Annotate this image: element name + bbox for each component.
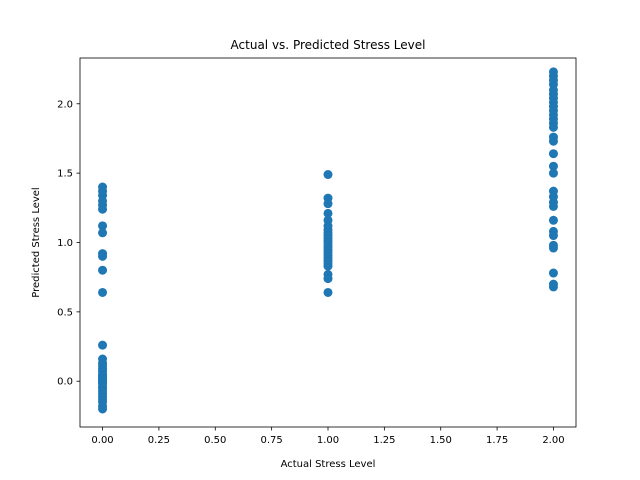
data-point-5 xyxy=(98,204,108,214)
data-point-88 xyxy=(548,282,558,292)
x-tick-label: 0.50 xyxy=(204,435,226,446)
x-tick-label: 0.75 xyxy=(261,435,283,446)
y-axis-label: Predicted Stress Level xyxy=(31,187,42,297)
x-tick-label: 1.50 xyxy=(430,435,452,446)
x-tick-label: 1.75 xyxy=(486,435,508,446)
data-point-9 xyxy=(98,251,108,261)
data-point-34 xyxy=(98,404,108,414)
data-point-74 xyxy=(548,149,558,159)
data-point-7 xyxy=(98,228,108,238)
data-point-71 xyxy=(548,122,558,132)
data-point-10 xyxy=(98,265,108,275)
data-point-12 xyxy=(98,340,108,350)
data-point-57 xyxy=(323,287,333,297)
data-point-76 xyxy=(548,168,558,178)
data-point-73 xyxy=(548,136,558,146)
x-tick-label: 0.25 xyxy=(148,435,170,446)
y-tick-label: 0.0 xyxy=(57,377,73,388)
data-point-83 xyxy=(548,231,558,241)
x-tick-label: 0.00 xyxy=(91,435,113,446)
data-point-86 xyxy=(548,268,558,278)
y-axis: 0.0 0.5 1.0 1.5 2.0 xyxy=(57,99,80,388)
y-tick-label: 1.0 xyxy=(57,238,73,249)
data-point-38 xyxy=(323,208,333,218)
data-point-80 xyxy=(548,201,558,211)
x-tick-label: 2.00 xyxy=(542,435,564,446)
data-point-6 xyxy=(98,221,108,231)
data-point-37 xyxy=(323,199,333,209)
y-tick-label: 1.5 xyxy=(57,169,73,180)
data-point-75 xyxy=(548,161,558,171)
data-point-35 xyxy=(323,170,333,180)
data-point-81 xyxy=(548,215,558,225)
y-tick-label: 2.0 xyxy=(57,99,73,110)
data-point-85 xyxy=(548,243,558,253)
data-point-56 xyxy=(323,274,333,284)
chart-title: Actual vs. Predicted Stress Level xyxy=(231,38,426,52)
data-point-54 xyxy=(323,261,333,271)
x-tick-label: 1.00 xyxy=(317,435,339,446)
x-axis: 0.00 0.25 0.50 0.75 1.00 1.25 1.50 1.75 2.00 xyxy=(91,427,565,446)
x-axis-label: Actual Stress Level xyxy=(281,459,376,470)
points-layer xyxy=(98,67,558,414)
y-tick-label: 0.5 xyxy=(57,307,73,318)
data-point-11 xyxy=(98,287,108,297)
x-tick-label: 1.25 xyxy=(373,435,395,446)
